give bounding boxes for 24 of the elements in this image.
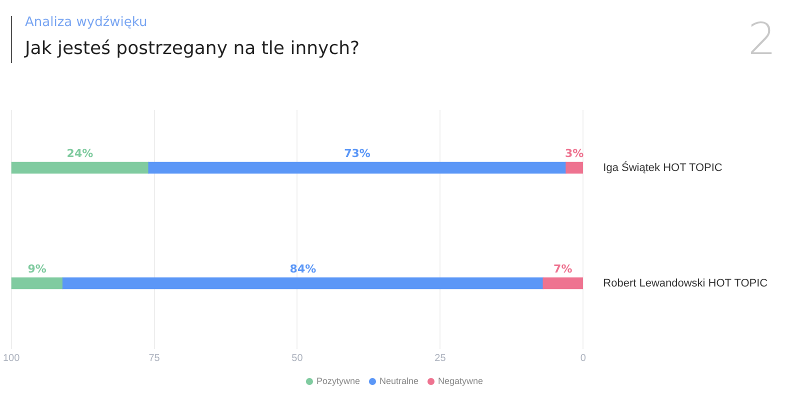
legend-label: Pozytywne [316,376,360,386]
chart-title: Jak jesteś postrzegany na tle innych? [25,38,360,59]
bar [11,277,64,290]
bar [566,162,583,174]
bar [148,162,566,174]
chart-subtitle: Analiza wydźwięku [25,15,148,30]
data-label: 7% [554,262,572,276]
x-tick-label: 25 [434,352,446,364]
data-label: 24% [66,147,94,160]
x-tick-label: 0 [580,352,586,364]
bar [542,277,583,290]
y-tick-label: Robert Lewandowski HOT TOPIC [603,277,768,290]
legend-label: Negatywne [438,376,484,386]
data-label: 84% [290,262,316,276]
legend-label: Neutralne [379,376,419,386]
x-tick-label: 50 [292,352,304,364]
x-tick-label: 75 [148,352,160,364]
y-tick-label: Iga Świątek HOT TOPIC [603,160,722,174]
bar [11,162,149,174]
data-label: 3% [564,147,584,160]
data-label: 9% [28,262,46,276]
bar [62,277,544,290]
x-tick-label: 100 [3,352,20,364]
data-label: 73% [344,147,370,160]
